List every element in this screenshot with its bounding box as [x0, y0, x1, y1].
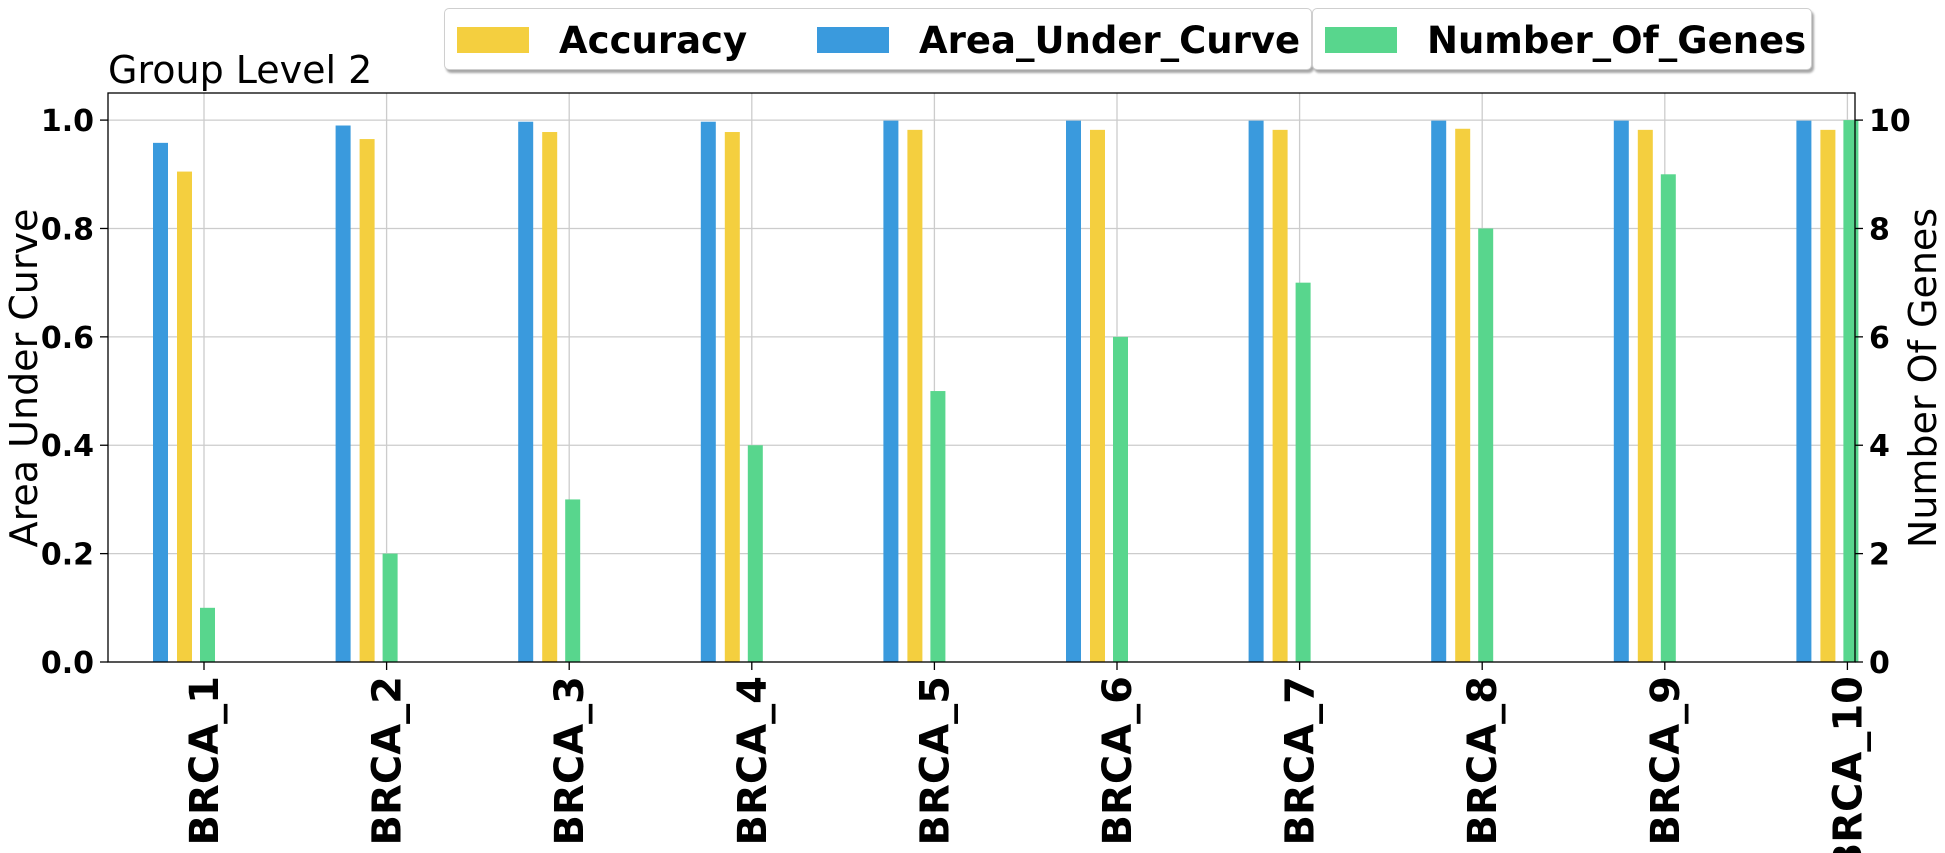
legend-swatch-accuracy — [457, 27, 529, 53]
bar-number-of-genes — [1295, 282, 1311, 662]
bar-accuracy — [1272, 129, 1288, 663]
y2-tick-label: 8 — [1869, 212, 1890, 247]
y-tick-label: 1.0 — [41, 104, 94, 139]
x-tick-label: BRCA_4 — [730, 676, 776, 845]
plot-frame — [107, 92, 1856, 663]
x-tick-label: BRCA_10 — [1825, 676, 1871, 853]
y2-tick-label: 4 — [1869, 429, 1890, 464]
y2-tick-label: 0 — [1869, 646, 1890, 681]
bar-accuracy — [359, 139, 375, 663]
bar-area-under-curve — [335, 125, 351, 662]
bar-number-of-genes — [1113, 336, 1128, 662]
legend-swatch-genes — [1325, 27, 1397, 53]
legend-item-accuracy: Accuracy — [457, 9, 747, 71]
y2-axis-label: Number Of Genes — [1901, 208, 1945, 548]
bar-accuracy — [542, 132, 558, 662]
bar-number-of-genes — [1660, 174, 1676, 663]
bar-area-under-curve — [518, 121, 534, 663]
bar-area-under-curve — [1796, 120, 1812, 662]
bar-area-under-curve — [153, 142, 168, 663]
x-tick-label: BRCA_9 — [1643, 676, 1689, 845]
bar-accuracy — [724, 132, 740, 662]
bar-number-of-genes — [200, 607, 215, 662]
bar-number-of-genes — [747, 445, 763, 662]
x-tick-label: BRCA_8 — [1460, 676, 1506, 845]
bar-accuracy — [177, 171, 192, 663]
bar-area-under-curve — [1431, 120, 1447, 662]
x-tick-label: BRCA_5 — [912, 676, 958, 845]
legend-item-genes: Number_Of_Genes — [1325, 9, 1806, 71]
x-tick-label: BRCA_3 — [547, 676, 593, 845]
bar-accuracy — [1455, 128, 1471, 662]
y-tick-label: 0.2 — [41, 538, 94, 573]
y2-tick-label: 2 — [1869, 538, 1890, 573]
legend-label-accuracy: Accuracy — [559, 18, 748, 62]
bar-accuracy — [1090, 129, 1105, 663]
x-tick-label: BRCA_7 — [1278, 676, 1324, 845]
legend-item-auc: Area_Under_Curve — [817, 9, 1300, 71]
legend-swatch-auc — [817, 27, 889, 53]
x-tick-label: BRCA_6 — [1095, 676, 1141, 845]
y-tick-label: 0.6 — [41, 321, 94, 356]
bar-area-under-curve — [1613, 120, 1629, 662]
bars — [153, 120, 1859, 663]
legend-label-genes: Number_Of_Genes — [1427, 18, 1807, 62]
bar-accuracy — [1820, 129, 1836, 663]
bar-accuracy — [907, 129, 923, 663]
y-tick-label: 0.0 — [41, 646, 94, 681]
bar-number-of-genes — [930, 391, 946, 662]
y-tick-label: 0.8 — [41, 212, 94, 247]
bar-number-of-genes — [1478, 228, 1494, 662]
y-tick-label: 0.4 — [41, 429, 94, 464]
legend-label-auc: Area_Under_Curve — [919, 18, 1301, 62]
legend-left: Accuracy Area_Under_Curve — [444, 8, 1312, 70]
bar-area-under-curve — [1248, 120, 1264, 662]
bar-number-of-genes — [565, 499, 581, 662]
chart-title: Group Level 2 — [108, 48, 373, 92]
y2-tick-label: 6 — [1869, 321, 1890, 356]
bar-number-of-genes — [382, 553, 398, 662]
legend-right: Number_Of_Genes — [1312, 8, 1812, 70]
y2-tick-label: 10 — [1869, 104, 1911, 139]
tick-labels: 0.0 0.2 0.4 0.6 0.8 1.0 0 2 4 6 8 10 BRCA_1 BRCA_2 BRC… — [41, 104, 1911, 853]
bar-number-of-genes — [1843, 120, 1859, 663]
x-tick-label: BRCA_1 — [182, 676, 228, 845]
bar-area-under-curve — [1066, 120, 1081, 662]
bar-area-under-curve — [883, 120, 899, 662]
x-tick-label: BRCA_2 — [365, 676, 411, 845]
y-axis-label: Area Under Curve — [2, 209, 46, 548]
bar-area-under-curve — [700, 121, 716, 663]
bar-accuracy — [1637, 129, 1653, 663]
axes — [100, 92, 1863, 670]
